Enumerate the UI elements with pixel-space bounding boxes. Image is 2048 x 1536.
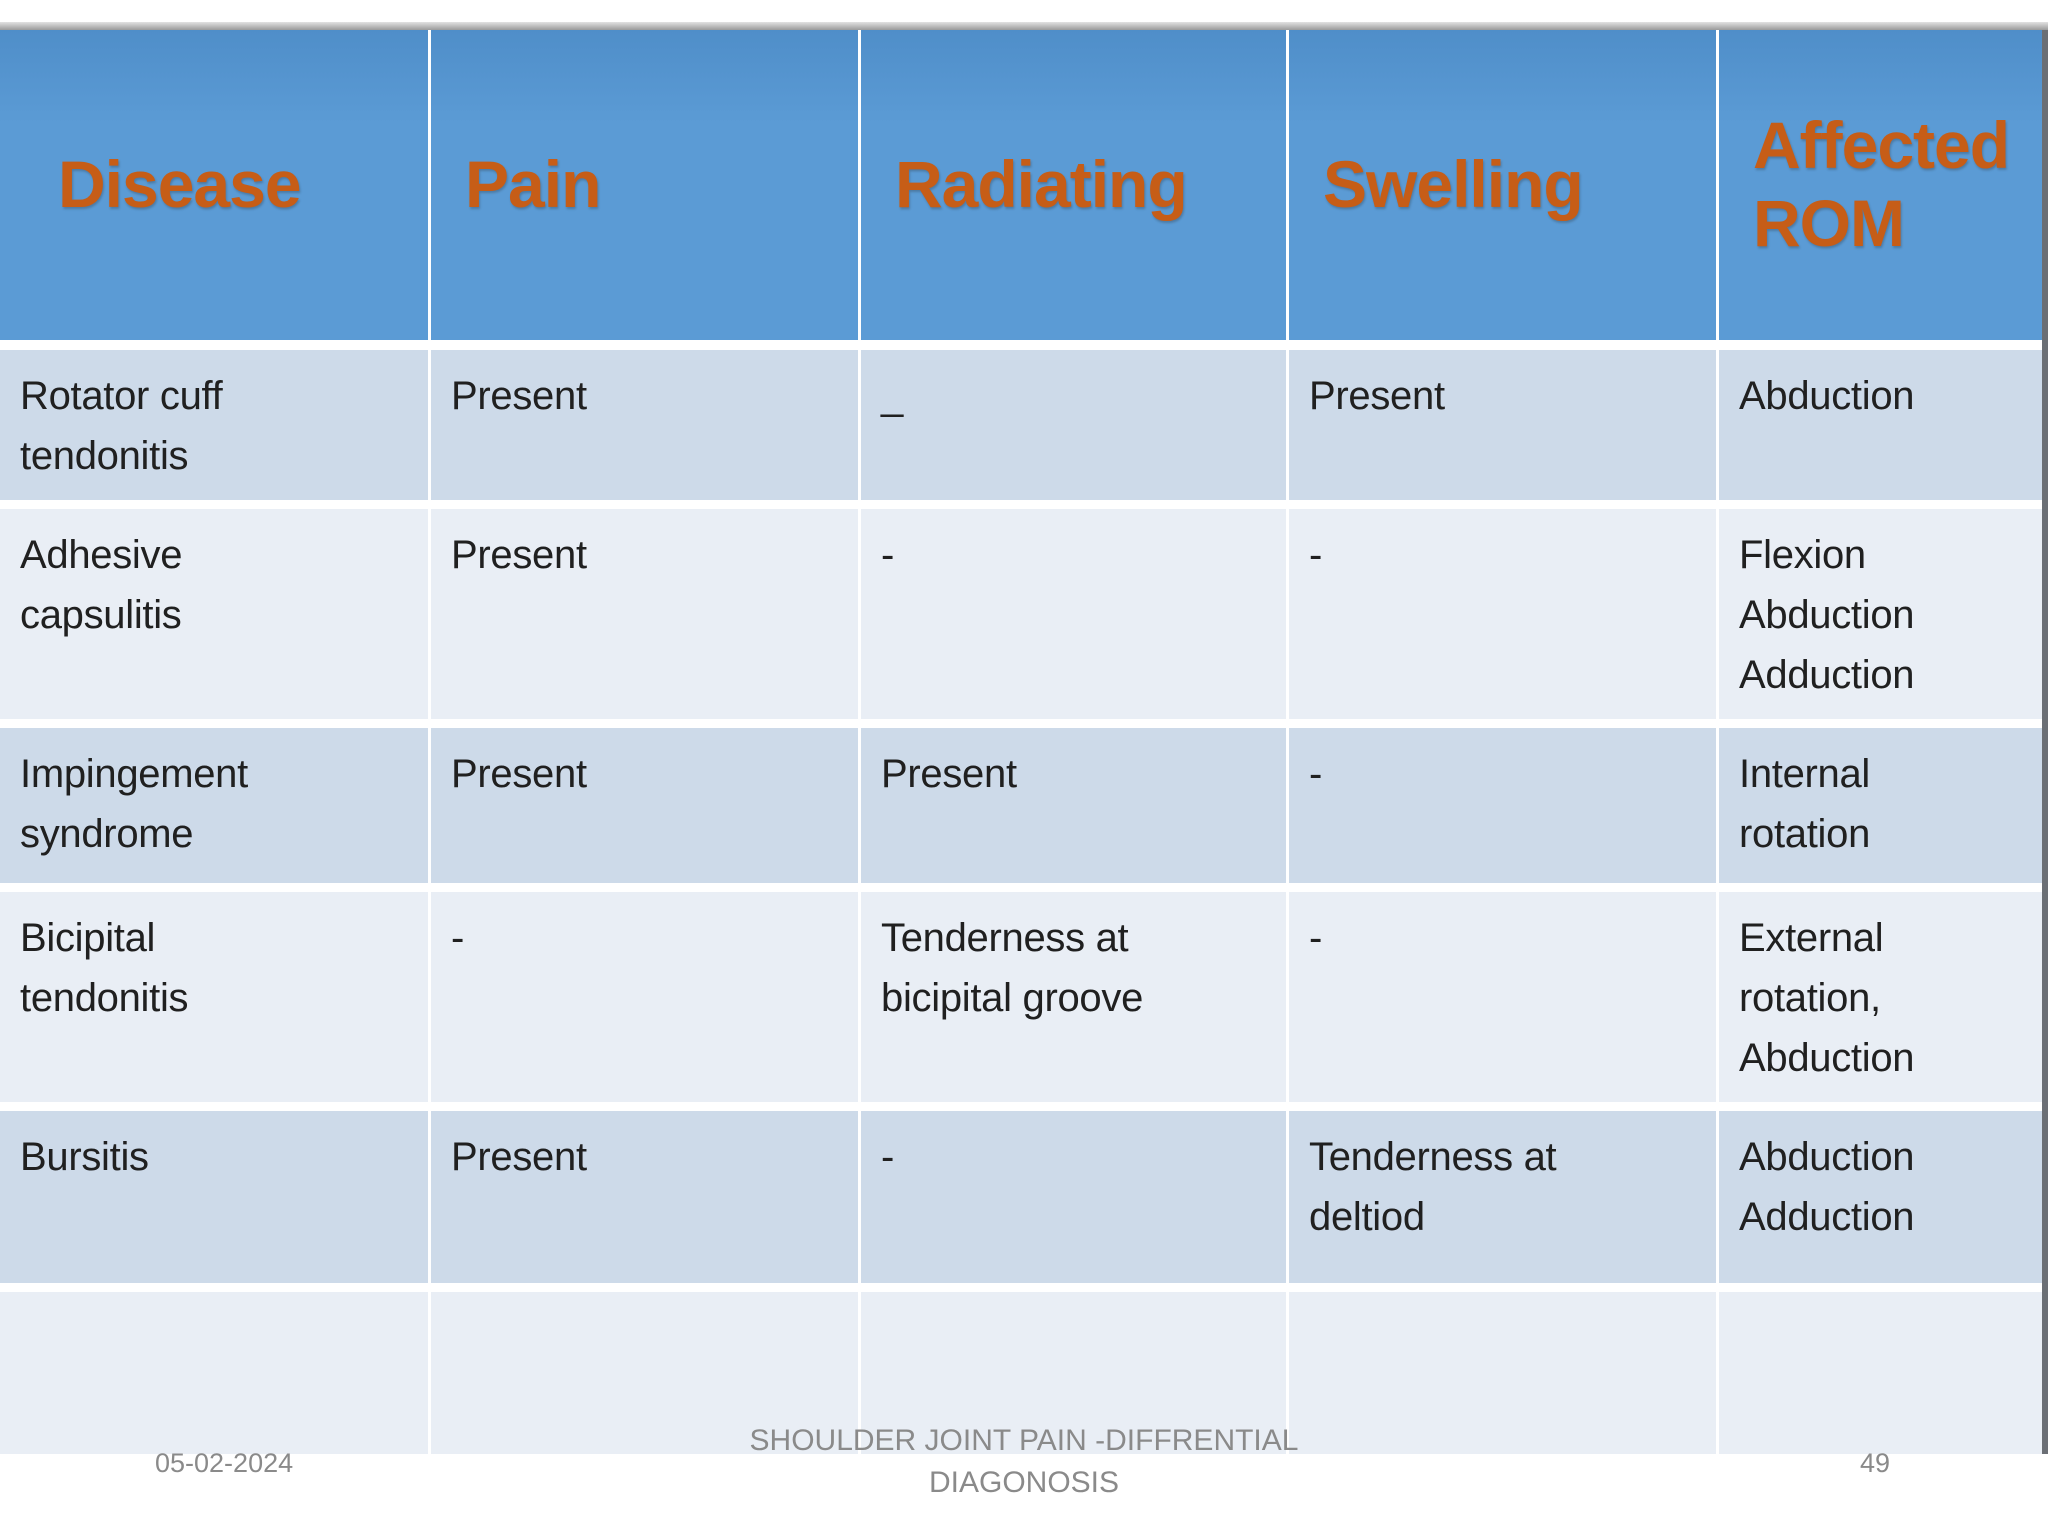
table-cell: [0, 1292, 428, 1454]
table-row: Adhesive capsulitis Present - - Flexion Abdu…: [0, 509, 2042, 719]
table-cell: Tenderness at deltiod: [1289, 1111, 1716, 1283]
column-header-affected-rom: Affected ROM: [1719, 30, 2042, 340]
column-header-disease: Disease: [0, 30, 428, 340]
table-row: Impingement syndrome Present Present - Inter…: [0, 728, 2042, 883]
table-cell: [431, 1292, 858, 1454]
table-cell: Present: [861, 728, 1286, 883]
table-cell: Present: [431, 350, 858, 500]
column-header-radiating: Radiating: [861, 30, 1286, 340]
table-cell: -: [1289, 728, 1716, 883]
table-cell: Adhesive capsulitis: [0, 509, 428, 719]
table-cell: Tenderness at bicipital groove: [861, 892, 1286, 1102]
table-top-border: [0, 22, 2048, 30]
table-cell: Flexion Abduction Adduction: [1719, 509, 2042, 719]
table-cell: Present: [431, 1111, 858, 1283]
table-cell: Abduction Adduction: [1719, 1111, 2042, 1283]
table-cell: [1289, 1292, 1716, 1454]
footer-slide-title: SHOULDER JOINT PAIN -DIFFRENTIAL DIAGONO…: [749, 1424, 1299, 1499]
table-cell: Rotator cuff tendonitis: [0, 350, 428, 500]
table-cell: _: [861, 350, 1286, 500]
table-cell: -: [861, 1111, 1286, 1283]
table-cell: -: [431, 892, 858, 1102]
table-body: Rotator cuff tendonitis Present _ Present Ab…: [0, 350, 2042, 1454]
table-cell: -: [1289, 892, 1716, 1102]
table-cell: External rotation, Abduction: [1719, 892, 2042, 1102]
table-cell: Internal rotation: [1719, 728, 2042, 883]
table-row: Bicipital tendonitis - Tenderness at bicip…: [0, 892, 2042, 1102]
table-cell: Present: [431, 728, 858, 883]
table-cell: Bursitis: [0, 1111, 428, 1283]
table-row: Rotator cuff tendonitis Present _ Present Ab…: [0, 350, 2042, 500]
diagnosis-table: Disease Pain Radiating Swelling Affected…: [0, 22, 2048, 1454]
table-cell: Present: [1289, 350, 1716, 500]
table-row: [0, 1292, 2042, 1454]
table-cell: -: [1289, 509, 1716, 719]
table-cell: -: [861, 509, 1286, 719]
table-row: Bursitis Present - Tenderness at deltiod Abd…: [0, 1111, 2042, 1283]
footer-date: 05-02-2024: [155, 1448, 294, 1478]
table-header-row: Disease Pain Radiating Swelling Affected…: [0, 30, 2042, 340]
table-cell: Bicipital tendonitis: [0, 892, 428, 1102]
footer-page-number: 49: [1859, 1448, 1890, 1478]
column-header-swelling: Swelling: [1289, 30, 1716, 340]
table-cell: [1719, 1292, 2042, 1454]
table-cell: Present: [431, 509, 858, 719]
table-frame: Disease Pain Radiating Swelling Affected…: [0, 30, 2048, 1454]
table-cell: [861, 1292, 1286, 1454]
table-cell: Impingement syndrome: [0, 728, 428, 883]
table-cell: Abduction: [1719, 350, 2042, 500]
column-header-pain: Pain: [431, 30, 858, 340]
